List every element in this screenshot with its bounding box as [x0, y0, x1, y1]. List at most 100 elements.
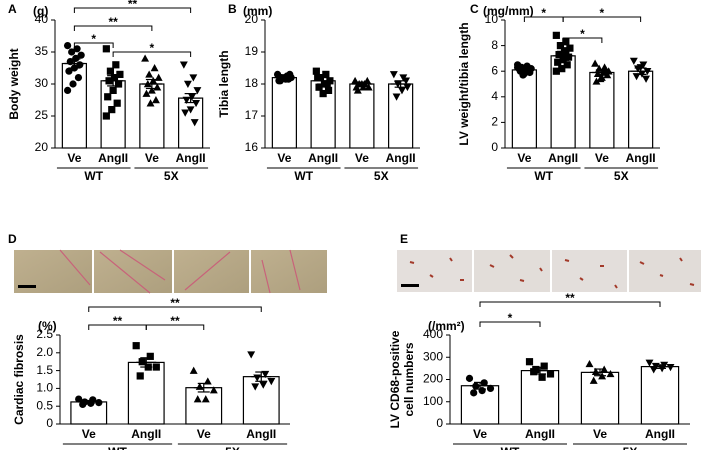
point	[132, 342, 140, 350]
fibrosis-images	[14, 249, 327, 294]
point	[203, 377, 212, 385]
y-tick-label: 17	[245, 108, 259, 122]
y-tick-label: 100	[423, 394, 443, 408]
x-tick-label: Ve	[67, 151, 81, 165]
point	[470, 389, 478, 397]
point	[251, 383, 260, 391]
y-tick-label: 0	[491, 140, 498, 154]
x-tick-label: AngII	[98, 151, 128, 165]
point	[151, 96, 160, 104]
y-tick-label: 2.5	[36, 327, 53, 341]
point	[563, 61, 571, 69]
x-tick-label: Ve	[595, 151, 609, 165]
point	[109, 86, 117, 94]
y-tick-label: 2.0	[36, 345, 53, 359]
point	[193, 87, 202, 95]
significance-label: *	[580, 27, 585, 41]
bar	[178, 97, 204, 149]
point	[179, 61, 188, 69]
bar	[589, 71, 615, 149]
significance-label: *	[600, 6, 605, 20]
y-tick-label: 20	[245, 12, 259, 26]
error-bar	[141, 78, 162, 90]
point	[95, 399, 103, 407]
point	[592, 77, 601, 85]
point	[319, 90, 327, 98]
point	[136, 372, 144, 380]
unit-label: (mg/mm)	[483, 4, 534, 18]
y-tick-label: 2	[491, 115, 498, 129]
significance-bracket	[112, 51, 192, 57]
point	[403, 83, 412, 92]
point	[73, 45, 81, 53]
point	[558, 65, 566, 73]
y-tick-label: 18	[245, 76, 259, 90]
y-tick-label: 400	[423, 327, 443, 341]
significance-label: **	[128, 0, 138, 11]
point	[585, 359, 594, 368]
point	[591, 367, 600, 375]
point	[188, 93, 196, 101]
significance-bracket	[479, 301, 661, 307]
unit-label: (%)	[38, 319, 57, 333]
y-tick-label: 200	[423, 372, 443, 386]
point	[106, 67, 115, 75]
unit-label: (g)	[33, 4, 48, 18]
point	[63, 86, 72, 94]
error-bar	[470, 381, 490, 390]
point	[392, 93, 401, 101]
point	[113, 99, 121, 107]
error-bar	[650, 364, 670, 369]
x-tick-label: Ve	[145, 151, 159, 165]
error-bar	[630, 67, 651, 76]
error-bar	[530, 366, 550, 375]
x-tick-label: AngII	[645, 427, 675, 441]
point	[465, 374, 474, 382]
significance-bracket	[145, 324, 205, 330]
error-bar	[514, 67, 535, 73]
unit-label: (mm)	[243, 4, 272, 18]
significance-label: *	[541, 6, 546, 20]
significance-label: **	[170, 314, 180, 328]
group-label: WT	[501, 445, 520, 450]
point	[74, 74, 83, 82]
point	[562, 38, 570, 46]
point	[114, 80, 123, 88]
point	[146, 99, 155, 107]
x-tick-label: Ve	[355, 151, 369, 165]
x-tick-label: AngII	[131, 427, 161, 441]
y-tick-label: 40	[35, 12, 49, 26]
group-label: WT	[534, 169, 553, 183]
y-tick-label: 300	[423, 349, 443, 363]
point	[110, 74, 119, 82]
panel-label: A	[8, 2, 17, 16]
point	[552, 31, 560, 39]
point	[562, 47, 570, 55]
group-label: 5X	[623, 445, 638, 450]
point	[519, 71, 527, 79]
significance-bracket	[562, 16, 642, 22]
bar	[640, 365, 680, 425]
x-tick-label: Ve	[473, 427, 487, 441]
bar	[511, 69, 537, 149]
x-tick-label: AngII	[626, 151, 656, 165]
point	[152, 363, 160, 371]
point	[352, 83, 361, 91]
bar	[628, 70, 654, 149]
point	[141, 54, 150, 62]
y-tick-label: 0	[436, 416, 443, 430]
significance-label: *	[150, 41, 155, 55]
point	[247, 351, 256, 359]
x-tick-label: AngII	[308, 151, 338, 165]
error-bar	[390, 80, 411, 88]
point	[554, 58, 562, 66]
y-axis-label: LV weight/tibia length	[457, 22, 471, 145]
point	[150, 64, 159, 72]
point	[183, 80, 192, 88]
group-label: 5X	[374, 169, 389, 183]
x-tick-label: AngII	[525, 427, 555, 441]
error-bar	[103, 75, 124, 87]
point	[552, 67, 560, 75]
point	[538, 373, 546, 381]
point	[190, 119, 199, 127]
